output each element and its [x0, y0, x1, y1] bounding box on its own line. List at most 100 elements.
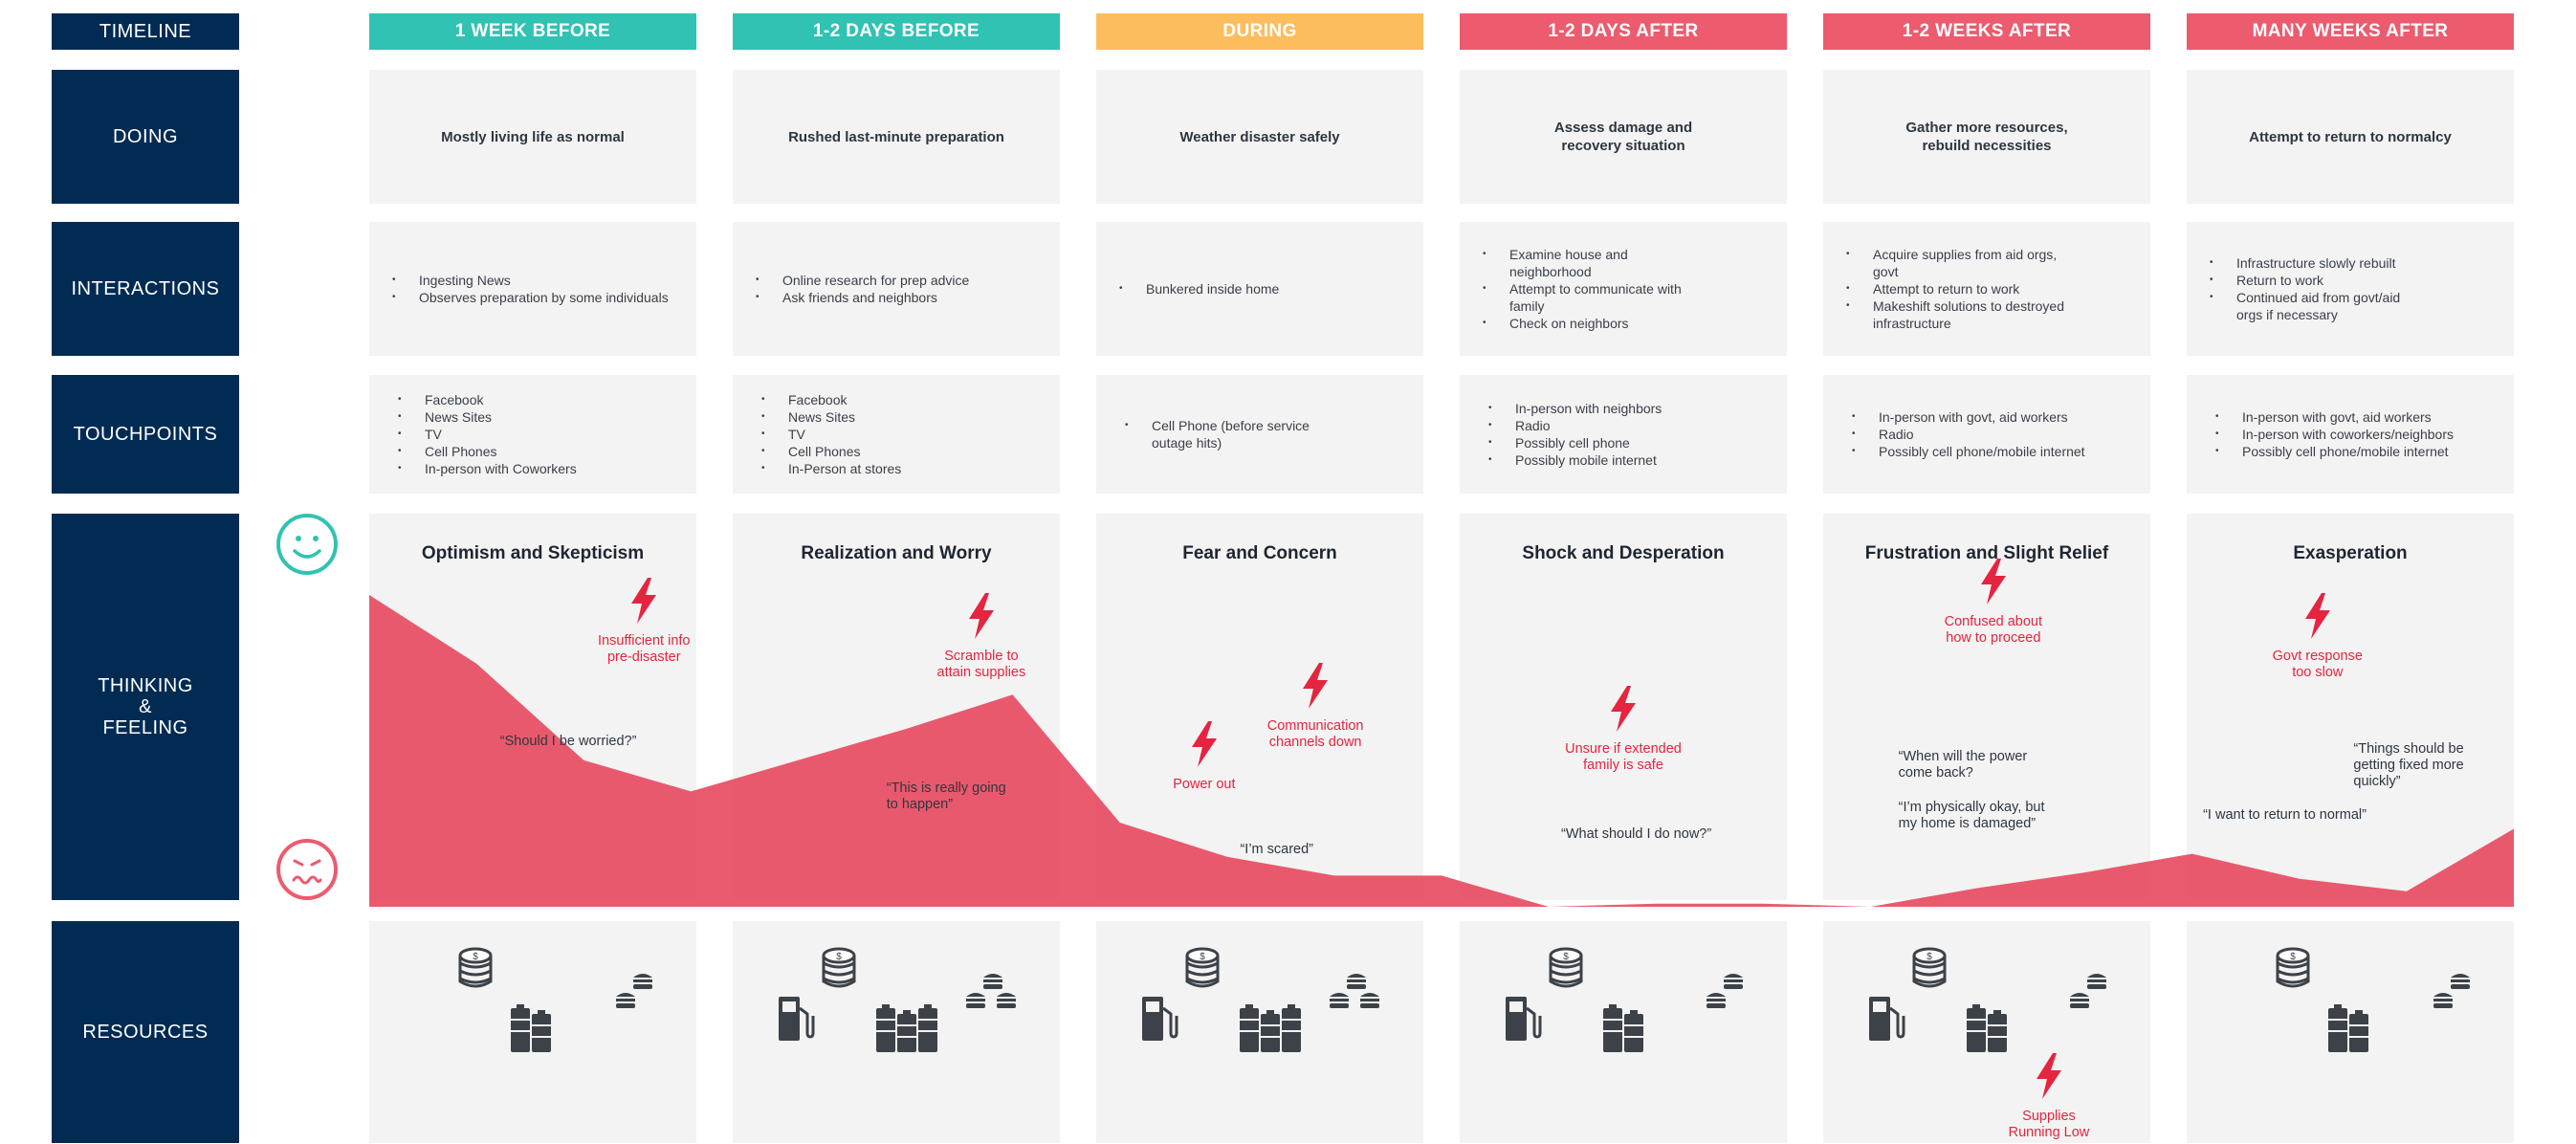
list-item: News Sites	[398, 408, 691, 426]
list-item: Check on neighbors	[1483, 315, 1781, 332]
pain-point-lightning-icon	[2033, 1053, 2065, 1100]
pain-point-lightning-icon	[1188, 720, 1221, 767]
doing-text: Attempt to return to normalcy	[2249, 128, 2452, 145]
touchpoints-list: In-person with govt, aid workersRadioPos…	[1852, 408, 2145, 460]
list-item: Cell Phones	[761, 443, 1054, 460]
pain-point-label: Supplies Running Low	[2008, 1109, 2090, 1141]
list-item: Facebook	[398, 391, 691, 408]
doing-text: Gather more resources, rebuild necessitie…	[1905, 120, 2068, 154]
doing-cell: Rushed last-minute preparation	[733, 70, 1060, 204]
touchpoints-cell: In-person with govt, aid workersRadioPos…	[1823, 375, 2150, 494]
list-item: In-person with coworkers/neighbors	[2215, 426, 2508, 443]
list-item: TV	[398, 426, 691, 443]
phase-header-5: 1-2 WEEKS AFTER	[1823, 13, 2150, 50]
batteries-icon	[876, 1002, 951, 1061]
row-label-interactions: INTERACTIONS	[52, 222, 239, 356]
svg-text:$: $	[1563, 952, 1569, 962]
svg-text:$: $	[2290, 952, 2296, 962]
list-item: Cell Phones	[398, 443, 691, 460]
touchpoints-cell: In-person with govt, aid workersIn-perso…	[2187, 375, 2514, 494]
customer-quote: “I’m scared”	[1240, 842, 1314, 858]
customer-quote: “When will the power come back?	[1898, 749, 2028, 781]
interactions-list: Bunkered inside home	[1119, 280, 1418, 297]
list-item: Possibly cell phone	[1488, 434, 1781, 451]
money-stack-icon: $	[1911, 947, 1948, 998]
pain-point-lightning-icon	[627, 578, 660, 625]
emotion-title: Fear and Concern	[1182, 543, 1337, 563]
food-burger-icon	[612, 966, 673, 1021]
gas-pump-icon	[1140, 995, 1178, 1047]
pain-point-label: Confused about how to proceed	[1944, 614, 2043, 646]
customer-quote: “This is really going to happen”	[886, 780, 1006, 812]
doing-text: Mostly living life as normal	[441, 128, 625, 145]
doing-text: Weather disaster safely	[1179, 128, 1340, 145]
doing-cell: Gather more resources, rebuild necessitie…	[1823, 70, 2150, 204]
phase-header-4: 1-2 DAYS AFTER	[1460, 13, 1787, 50]
emotion-title: Shock and Desperation	[1522, 543, 1725, 563]
interactions-cell: Examine house andneighborhoodAttempt to …	[1460, 222, 1787, 356]
svg-text:$: $	[1926, 952, 1932, 962]
customer-quote: “Should I be worried?”	[499, 734, 637, 750]
list-item: Possibly mobile internet	[1488, 451, 1781, 469]
doing-cell: Attempt to return to normalcy	[2187, 70, 2514, 204]
list-item: News Sites	[761, 408, 1054, 426]
food-burger-icon	[2066, 966, 2127, 1021]
interactions-cell: Online research for prep adviceAsk frien…	[733, 222, 1060, 356]
gas-pump-icon	[1504, 995, 1542, 1047]
batteries-icon	[1603, 1002, 1655, 1061]
list-item: Radio	[1488, 417, 1781, 434]
pain-point-label: Power out	[1173, 776, 1236, 792]
money-stack-icon: $	[821, 947, 857, 998]
customer-quote: “I’m physically okay, but my home is dama…	[1898, 799, 2045, 831]
gas-pump-icon	[777, 995, 815, 1047]
list-item: Bunkered inside home	[1119, 280, 1418, 297]
pain-point-label: Govt response too slow	[2272, 649, 2363, 681]
pain-point-lightning-icon	[1299, 663, 1332, 710]
pain-point-label: Communication channels down	[1266, 718, 1364, 751]
emotion-title: Exasperation	[2293, 543, 2408, 563]
interactions-list: Acquire supplies from aid orgs,govtAttem…	[1846, 246, 2145, 332]
batteries-icon	[2328, 1002, 2380, 1061]
list-item: Ingesting News	[392, 272, 691, 289]
list-item: In-person with govt, aid workers	[2215, 408, 2508, 426]
customer-quote: “What should I do now?”	[1561, 826, 1712, 843]
doing-text: Rushed last-minute preparation	[788, 128, 1004, 145]
interactions-list: Infrastructure slowly rebuiltReturn to w…	[2210, 254, 2508, 323]
food-burger-icon	[2430, 966, 2491, 1021]
interactions-cell: Ingesting NewsObserves preparation by so…	[369, 222, 696, 356]
pain-point-label: Insufficient info pre-disaster	[598, 633, 691, 666]
customer-quote: “I want to return to normal”	[2203, 807, 2367, 824]
list-item: Online research for prep advice	[756, 272, 1054, 289]
svg-text:$: $	[473, 952, 478, 962]
svg-text:$: $	[836, 952, 842, 962]
list-item: Ask friends and neighbors	[756, 289, 1054, 306]
touchpoints-cell: FacebookNews SitesTVCell PhonesIn-person…	[369, 375, 696, 494]
svg-text:$: $	[1200, 952, 1205, 962]
row-label-thinking-feeling: THINKING & FEELING	[52, 514, 239, 900]
list-item: Facebook	[761, 391, 1054, 408]
list-item: Attempt to return to work	[1846, 280, 2145, 297]
pain-point-label: Unsure if extended family is safe	[1565, 741, 1682, 774]
touchpoints-list: In-person with neighborsRadioPossibly ce…	[1488, 400, 1781, 469]
touchpoints-cell: In-person with neighborsRadioPossibly ce…	[1460, 375, 1787, 494]
row-label-timeline: TIMELINE	[52, 13, 239, 50]
doing-cell: Mostly living life as normal	[369, 70, 696, 204]
customer-quote: “Things should be getting fixed more quick…	[2353, 741, 2464, 790]
list-item: Acquire supplies from aid orgs,govt	[1846, 246, 2145, 280]
touchpoints-list: FacebookNews SitesTVCell PhonesIn-person…	[398, 391, 691, 477]
pain-point-lightning-icon	[2301, 593, 2334, 640]
pain-point-label: Scramble to attain supplies	[936, 649, 1026, 681]
list-item: In-Person at stores	[761, 460, 1054, 477]
money-stack-icon: $	[457, 947, 494, 998]
touchpoints-cell: FacebookNews SitesTVCell PhonesIn-Person…	[733, 375, 1060, 494]
sad-face-icon	[276, 839, 338, 900]
pain-point-lightning-icon	[965, 593, 998, 640]
pain-point-lightning-icon	[1607, 686, 1640, 733]
batteries-icon	[511, 1002, 562, 1061]
happy-face-icon	[276, 514, 338, 575]
